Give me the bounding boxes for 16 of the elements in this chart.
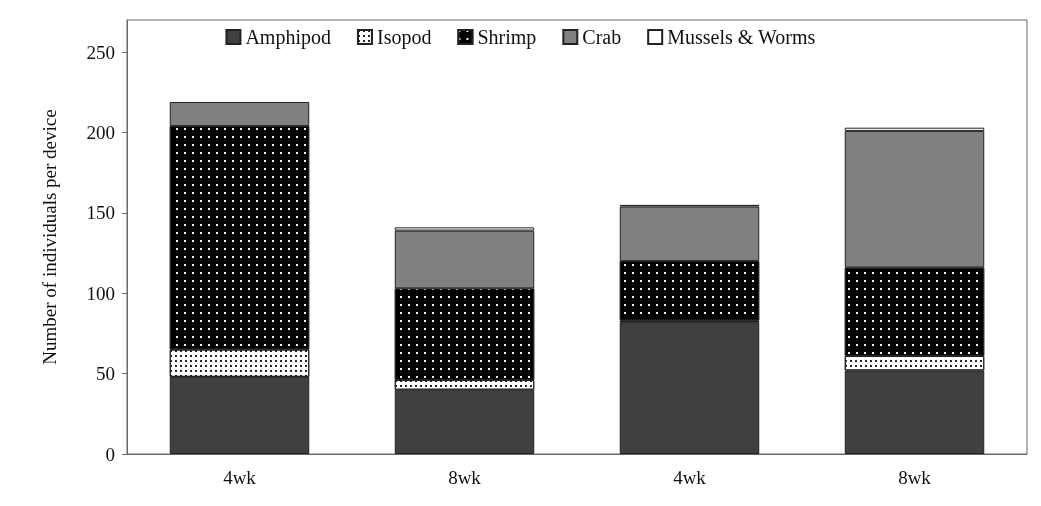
x-tick-label: 4wk xyxy=(223,467,257,488)
y-tick-label: 150 xyxy=(86,202,115,224)
legend-label: Amphipod xyxy=(245,26,331,49)
legend-label: Crab xyxy=(582,26,622,48)
legend-label: Mussels & Worms xyxy=(667,26,816,48)
x-tick-label: 8wk xyxy=(448,467,482,488)
legend-label: Shrimp xyxy=(477,26,537,49)
y-tick-label: 0 xyxy=(105,443,115,465)
y-tick-label: 250 xyxy=(86,41,115,63)
x-tick-label: 8wk xyxy=(898,467,932,488)
legend-label: Isopod xyxy=(376,26,432,49)
x-tick-label: 4wk xyxy=(673,467,707,488)
y-tick-label: 50 xyxy=(96,363,115,385)
y-axis-title: Number of individuals per device xyxy=(39,109,60,365)
y-tick-label: 200 xyxy=(86,122,115,144)
y-tick-label: 100 xyxy=(86,282,115,304)
